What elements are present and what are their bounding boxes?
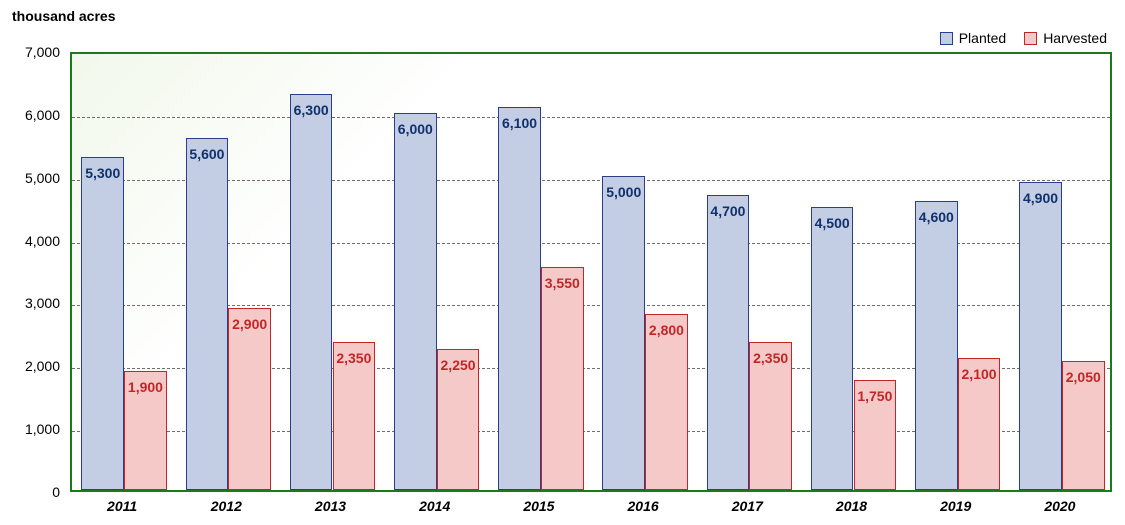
bar-harvested (541, 267, 584, 490)
x-tick-label: 2012 (211, 498, 242, 514)
y-axis-title: thousand acres (12, 8, 115, 24)
bar-value-label: 2,350 (753, 350, 788, 366)
x-tick-label: 2018 (836, 498, 867, 514)
bar-planted (707, 195, 750, 490)
bar-planted (186, 138, 229, 490)
bar-value-label: 1,900 (128, 379, 163, 395)
legend-item-planted: Planted (940, 30, 1006, 46)
y-tick-label: 0 (52, 484, 60, 500)
bar-value-label: 2,900 (232, 316, 267, 332)
bar-value-label: 2,250 (441, 357, 476, 373)
x-tick-label: 2019 (940, 498, 971, 514)
y-tick-label: 2,000 (25, 358, 60, 374)
x-tick-label: 2020 (1044, 498, 1075, 514)
chart-container: thousand acres Planted Harvested 0 1,000 2… (0, 0, 1125, 525)
bar-value-label: 6,300 (294, 102, 329, 118)
legend: Planted Harvested (940, 30, 1107, 46)
bar-planted (498, 107, 541, 490)
bar-value-label: 2,050 (1066, 369, 1101, 385)
y-tick-label: 7,000 (25, 44, 60, 60)
y-tick-label: 1,000 (25, 421, 60, 437)
bar-value-label: 5,600 (189, 146, 224, 162)
legend-swatch-planted (940, 32, 953, 45)
x-tick-label: 2011 (107, 498, 137, 514)
x-tick-label: 2015 (523, 498, 554, 514)
x-tick-label: 2017 (732, 498, 763, 514)
bar-value-label: 6,100 (502, 115, 537, 131)
legend-label: Harvested (1043, 30, 1107, 46)
y-tick-label: 3,000 (25, 295, 60, 311)
bar-value-label: 4,600 (919, 209, 954, 225)
bar-value-label: 2,350 (336, 350, 371, 366)
plot-area: 5,300 1,900 5,600 2,900 6,300 2,350 6,000 2,250… (70, 52, 1112, 492)
bar-value-label: 2,100 (962, 366, 997, 382)
x-tick-label: 2014 (419, 498, 450, 514)
bar-value-label: 4,700 (710, 203, 745, 219)
bar-planted (915, 201, 958, 490)
legend-item-harvested: Harvested (1024, 30, 1107, 46)
bar-planted (290, 94, 333, 490)
bar-value-label: 4,900 (1023, 190, 1058, 206)
x-tick-label: 2013 (315, 498, 346, 514)
x-tick-label: 2016 (628, 498, 659, 514)
bar-value-label: 1,750 (857, 388, 892, 404)
bar-value-label: 2,800 (649, 322, 684, 338)
bar-planted (81, 157, 124, 490)
y-tick-label: 5,000 (25, 170, 60, 186)
legend-label: Planted (959, 30, 1006, 46)
bar-planted (1019, 182, 1062, 490)
bar-value-label: 5,000 (606, 184, 641, 200)
bar-value-label: 6,000 (398, 121, 433, 137)
bar-value-label: 5,300 (85, 165, 120, 181)
bar-planted (394, 113, 437, 490)
y-tick-label: 4,000 (25, 233, 60, 249)
bar-planted (811, 207, 854, 490)
y-tick-label: 6,000 (25, 107, 60, 123)
bar-value-label: 4,500 (815, 215, 850, 231)
bar-harvested (228, 308, 271, 490)
plot-area-wrap: 5,300 1,900 5,600 2,900 6,300 2,350 6,000 2,250… (70, 52, 1112, 492)
x-axis-ticks: 2011 2012 2013 2014 2015 2016 2017 2018 2019 2020 (70, 498, 1112, 522)
bar-planted (602, 176, 645, 490)
y-axis-ticks: 01,0002,0003,0004,0005,0006,0007,000 (0, 52, 60, 492)
bar-value-label: 3,550 (545, 275, 580, 291)
bars-layer: 5,300 1,900 5,600 2,900 6,300 2,350 6,000 2,250… (72, 54, 1110, 490)
bar-harvested (645, 314, 688, 490)
legend-swatch-harvested (1024, 32, 1037, 45)
